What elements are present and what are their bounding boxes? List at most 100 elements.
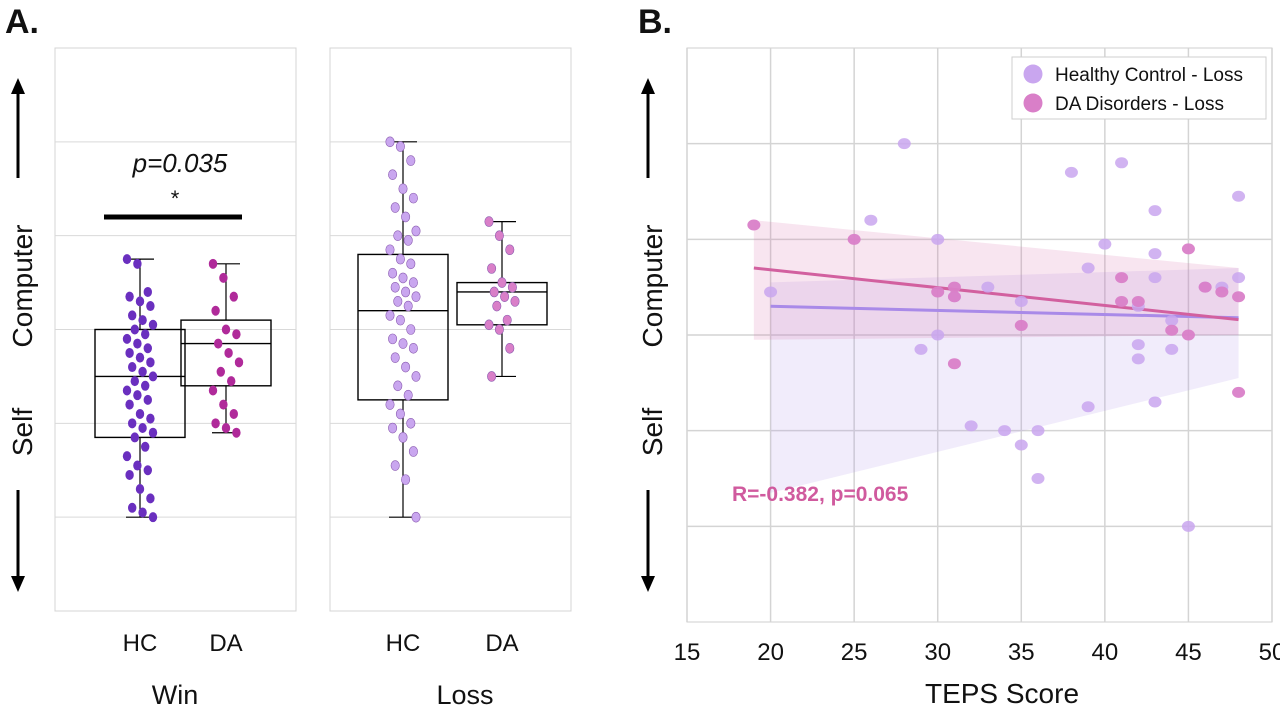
category-label: HC bbox=[123, 630, 158, 657]
data-point bbox=[484, 216, 494, 227]
data-point bbox=[148, 319, 158, 330]
scatter-point bbox=[1198, 281, 1212, 293]
data-point bbox=[505, 342, 515, 354]
scatter-point bbox=[1181, 520, 1195, 532]
arrow-up-head-icon bbox=[11, 78, 25, 94]
regression-line bbox=[770, 304, 1239, 320]
arrow-down-head-icon bbox=[11, 576, 25, 592]
data-point bbox=[401, 211, 411, 223]
data-point bbox=[388, 267, 398, 279]
data-point bbox=[398, 272, 408, 284]
data-point bbox=[133, 258, 142, 269]
correlation-annotation: R=-0.382, p=0.065 bbox=[732, 483, 909, 506]
data-point bbox=[494, 324, 504, 335]
x-tick-label: 20 bbox=[757, 639, 784, 666]
data-point bbox=[411, 225, 421, 237]
data-point bbox=[406, 155, 416, 166]
data-point bbox=[143, 465, 152, 476]
data-point bbox=[395, 314, 405, 326]
data-point bbox=[146, 413, 155, 424]
data-point bbox=[411, 371, 421, 382]
data-point bbox=[505, 244, 515, 256]
scatter-point bbox=[1232, 291, 1246, 303]
data-point bbox=[133, 390, 142, 401]
data-point bbox=[133, 460, 142, 471]
box-hc bbox=[94, 328, 186, 439]
scatter-xlabel: TEPS Score bbox=[925, 678, 1079, 709]
data-point bbox=[214, 338, 223, 349]
data-point bbox=[497, 277, 507, 288]
data-point bbox=[135, 296, 145, 307]
significance-star: * bbox=[171, 186, 180, 211]
scatter-point bbox=[1098, 238, 1112, 250]
p-value-text: p=0.035 bbox=[132, 148, 228, 178]
scatter-point bbox=[1148, 205, 1162, 217]
data-point bbox=[146, 493, 155, 504]
x-tick-label: 50 bbox=[1259, 639, 1280, 666]
scatter-point bbox=[1181, 243, 1195, 255]
arrow-up-head-icon bbox=[641, 78, 655, 94]
data-point bbox=[502, 314, 512, 326]
axis-word-self: Self bbox=[7, 408, 38, 456]
data-point bbox=[406, 418, 416, 429]
scatter-point bbox=[1165, 343, 1179, 355]
scatter-point bbox=[1064, 166, 1078, 178]
data-point bbox=[125, 347, 134, 358]
scatter-point bbox=[1081, 401, 1095, 413]
scatter-point bbox=[1232, 386, 1246, 398]
scatter-point bbox=[1181, 329, 1195, 341]
scatter-point bbox=[1148, 396, 1162, 408]
data-point bbox=[229, 291, 238, 302]
data-point bbox=[138, 423, 147, 434]
legend-entry: DA Disorders - Loss bbox=[1055, 94, 1224, 115]
data-point bbox=[489, 286, 499, 298]
category-label: DA bbox=[485, 630, 518, 657]
category-label: DA bbox=[209, 630, 242, 657]
data-point bbox=[135, 352, 145, 363]
data-point bbox=[403, 389, 413, 401]
scatter-point bbox=[1014, 296, 1028, 308]
data-point bbox=[494, 230, 504, 241]
scatter-point bbox=[1131, 296, 1145, 308]
legend: Healthy Control - Loss DA Disorders - Los… bbox=[1011, 56, 1267, 120]
regression-line bbox=[753, 266, 1239, 322]
box-hc bbox=[357, 253, 449, 401]
data-point bbox=[224, 347, 233, 358]
scatter-point bbox=[1115, 157, 1129, 169]
scatter-point bbox=[764, 286, 778, 298]
data-point bbox=[221, 423, 231, 434]
scatter-point bbox=[1232, 272, 1246, 284]
data-point bbox=[141, 329, 150, 340]
data-point bbox=[122, 385, 132, 396]
scatter-point bbox=[1148, 248, 1162, 260]
scatter-point bbox=[1131, 353, 1145, 365]
data-point bbox=[138, 507, 147, 518]
data-point bbox=[411, 291, 421, 302]
data-point bbox=[208, 258, 218, 269]
scatter-point bbox=[1031, 425, 1045, 437]
data-point bbox=[128, 310, 137, 321]
scatter-point bbox=[1115, 272, 1129, 284]
data-point bbox=[221, 324, 231, 335]
data-point bbox=[211, 305, 220, 316]
data-point bbox=[401, 286, 411, 298]
data-point bbox=[398, 183, 408, 195]
data-point bbox=[128, 502, 137, 513]
scatter-point bbox=[1081, 262, 1095, 274]
data-point bbox=[403, 235, 413, 246]
scatter-point bbox=[1031, 473, 1045, 484]
scatter-point bbox=[897, 138, 911, 150]
category-label: HC bbox=[386, 630, 421, 657]
scatter-point bbox=[981, 281, 995, 293]
data-point bbox=[385, 136, 395, 148]
scatter-point bbox=[947, 281, 961, 293]
data-point bbox=[141, 441, 150, 452]
scatter-point bbox=[1014, 319, 1028, 331]
data-point bbox=[133, 338, 142, 349]
data-point bbox=[385, 244, 395, 256]
axis-word-computer: Computer bbox=[7, 225, 38, 348]
facet-xlabel: Loss bbox=[436, 680, 493, 710]
data-point bbox=[219, 399, 228, 410]
data-point bbox=[148, 512, 158, 523]
